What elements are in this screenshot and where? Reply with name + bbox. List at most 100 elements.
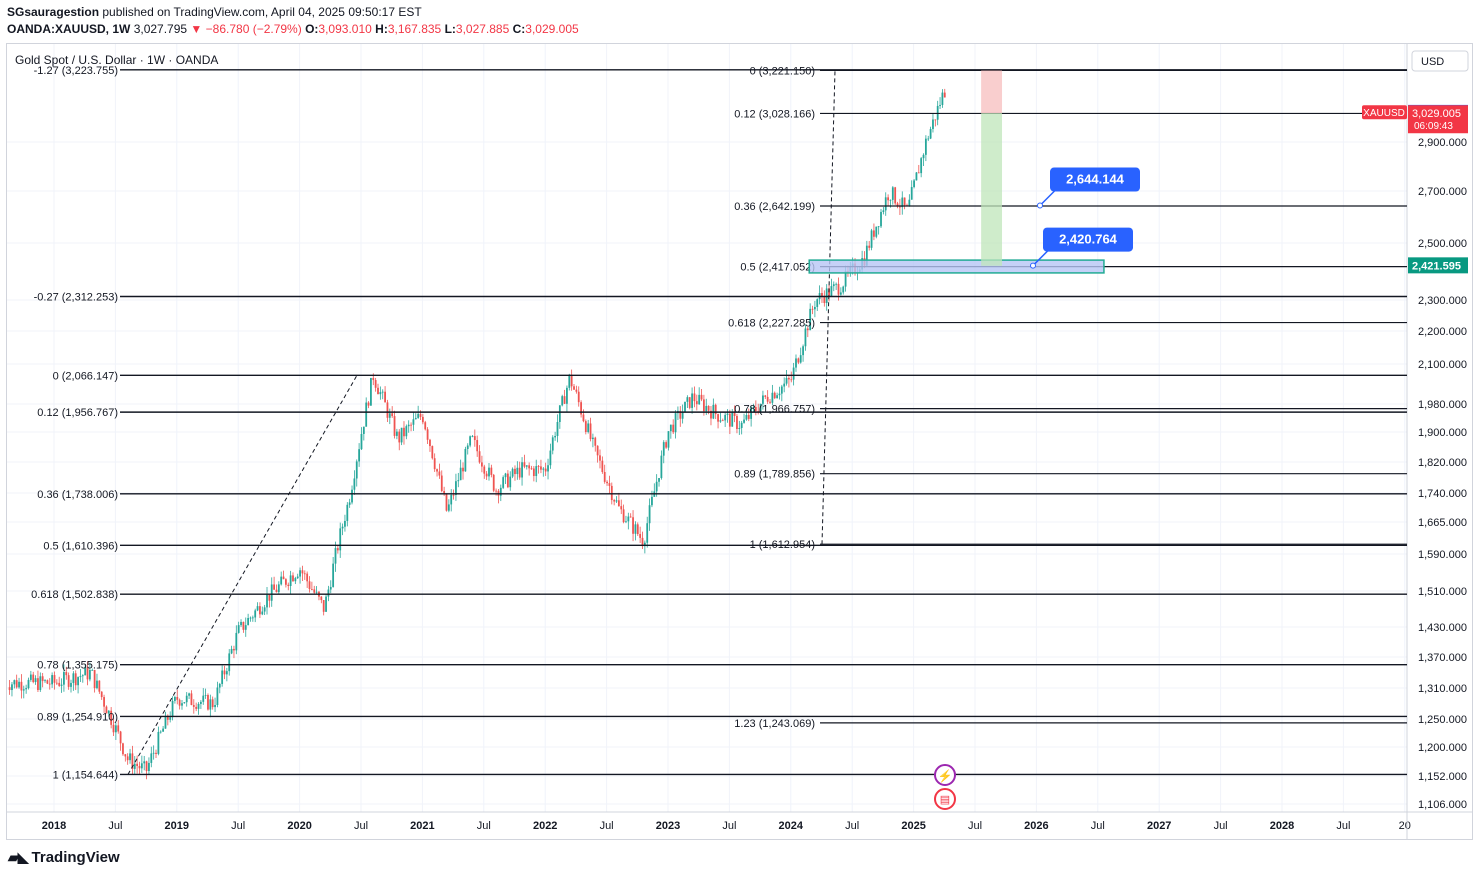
candle-body (823, 296, 826, 304)
earnings-event-icon[interactable] (934, 764, 956, 786)
candle-body (188, 693, 190, 696)
candle-body (797, 358, 800, 363)
candle-body (266, 594, 268, 608)
candle-body (665, 442, 668, 448)
y-axis-tick-label: 1,510.000 (1418, 586, 1467, 598)
fib-level-label: 0.78 (1,966.757) (734, 404, 815, 416)
candle-body (181, 703, 183, 706)
candle-body (65, 672, 68, 676)
position-target-area[interactable] (981, 113, 1003, 266)
fib-level-label: 1 (1,612.954) (750, 539, 815, 551)
candle-body (41, 676, 44, 682)
economic-event-icon[interactable] (934, 788, 956, 810)
us-flag-icon: ▤ (940, 794, 950, 806)
support-zone-rect[interactable] (808, 259, 1105, 274)
candle-body (240, 621, 242, 626)
candle-body (811, 308, 814, 310)
candle-body (303, 573, 306, 575)
fib-level-label: 1 (1,154.644) (53, 769, 118, 781)
callout-anchor-dot[interactable] (1037, 202, 1043, 209)
candle-body (495, 490, 497, 492)
candle-body (20, 681, 23, 691)
candle-body (502, 477, 505, 488)
candle-body (155, 752, 157, 754)
candle-body (117, 725, 120, 732)
candle-body (743, 419, 745, 423)
candle-body (830, 286, 833, 297)
candle-body (731, 412, 734, 427)
price-label-text: 2,421.595 (1412, 260, 1461, 272)
candle-body (400, 427, 403, 443)
chart-frame[interactable] (6, 43, 1473, 840)
candle-body (209, 699, 212, 710)
bar-countdown-text: 06:09:43 (1414, 121, 1453, 132)
currency-button[interactable] (1411, 50, 1469, 72)
price-callout-box[interactable] (1043, 227, 1133, 252)
candle-body (832, 284, 835, 287)
candle-body (785, 377, 788, 384)
symbol-label[interactable]: OANDA:XAUUSD, 1W (7, 22, 131, 36)
y-axis-tick-label: 2,200.000 (1418, 326, 1467, 338)
candle-body (388, 413, 391, 418)
candle-body (561, 396, 564, 406)
candle-body (535, 466, 538, 477)
candle-body (473, 436, 476, 441)
candle-body (910, 187, 913, 200)
candle-body (96, 680, 98, 689)
y-axis-tick-label: 2,900.000 (1418, 137, 1467, 149)
candle-body (622, 509, 625, 523)
author-name[interactable]: SGsauragestion (7, 5, 100, 19)
candle-body (809, 308, 812, 331)
candle-body (306, 573, 309, 582)
x-axis-tick-label: 2027 (1147, 820, 1171, 832)
candle-body (299, 570, 301, 577)
candle-body (393, 416, 396, 436)
candle-body (185, 695, 188, 703)
position-stop-area[interactable] (981, 70, 1003, 114)
candle-body (481, 462, 483, 467)
candle-body (221, 670, 224, 684)
candle-body (816, 299, 819, 307)
candle-body (882, 210, 885, 212)
candle-body (77, 677, 79, 686)
symbol-tag (1362, 105, 1407, 120)
candle-body (322, 600, 325, 612)
candle-body (509, 476, 512, 488)
candle-body (750, 407, 753, 419)
x-axis-tick-label: 2025 (901, 820, 925, 832)
candle-body (603, 471, 606, 482)
candle-body (110, 710, 113, 725)
candle-body (613, 500, 616, 502)
candle-body (249, 617, 252, 619)
candle-body (554, 435, 557, 438)
open-value: 3,093.010 (318, 22, 372, 36)
candle-body (261, 611, 264, 615)
candle-body (762, 395, 764, 404)
candle-body (532, 468, 535, 477)
price-callout-box[interactable] (1050, 167, 1140, 192)
candle-body (237, 625, 240, 633)
candle-body (455, 481, 457, 495)
candle-body (315, 591, 318, 593)
candle-body (788, 377, 790, 380)
publisher-line: SGsauragestion published on TradingView.… (7, 5, 422, 19)
fib-level-label: 0.78 (1,355.175) (37, 660, 118, 672)
candle-body (351, 489, 353, 503)
candle-body (707, 405, 710, 411)
x-axis-tick-label: Jul (231, 820, 245, 832)
candle-body (164, 715, 167, 729)
candle-body (828, 288, 830, 297)
candle-body (431, 446, 434, 459)
callout-anchor-dot[interactable] (1030, 262, 1036, 269)
tradingview-logo[interactable]: ▰◣ TradingView (8, 849, 120, 866)
open-label: O: (305, 22, 319, 36)
x-axis-tick-label: Jul (1091, 820, 1105, 832)
y-axis-tick-label: 1,106.000 (1418, 799, 1467, 811)
candle-body (835, 283, 838, 285)
candle-body (162, 728, 165, 732)
candle-body (244, 625, 247, 630)
candle-body (81, 675, 84, 677)
candle-body (577, 391, 580, 403)
candle-body (483, 466, 486, 474)
